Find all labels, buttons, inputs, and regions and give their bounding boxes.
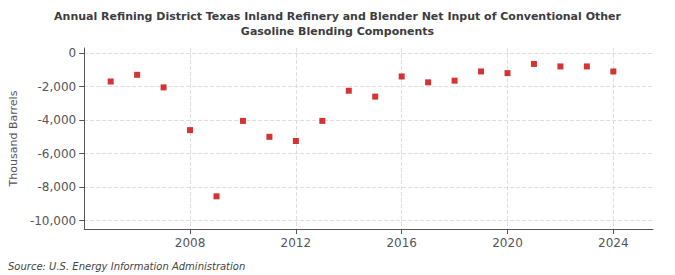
svg-text:-8,000: -8,000 (38, 180, 77, 194)
svg-text:2016: 2016 (386, 236, 417, 250)
svg-text:-4,000: -4,000 (38, 113, 77, 127)
svg-text:2020: 2020 (492, 236, 523, 250)
svg-text:Annual Refining District Texas: Annual Refining District Texas Inland Re… (54, 10, 622, 23)
svg-text:0: 0 (69, 46, 77, 60)
svg-text:-2,000: -2,000 (38, 80, 77, 94)
svg-text:-10,000: -10,000 (30, 214, 76, 228)
svg-text:Gasoline Blending Components: Gasoline Blending Components (241, 25, 435, 38)
svg-text:-6,000: -6,000 (38, 147, 77, 161)
svg-text:Thousand Barrels: Thousand Barrels (7, 90, 20, 187)
svg-text:2024: 2024 (598, 236, 629, 250)
svg-text:2008: 2008 (175, 236, 206, 250)
svg-text:2012: 2012 (281, 236, 312, 250)
svg-text:Source: U.S. Energy Informatio: Source: U.S. Energy Information Administ… (8, 261, 245, 272)
